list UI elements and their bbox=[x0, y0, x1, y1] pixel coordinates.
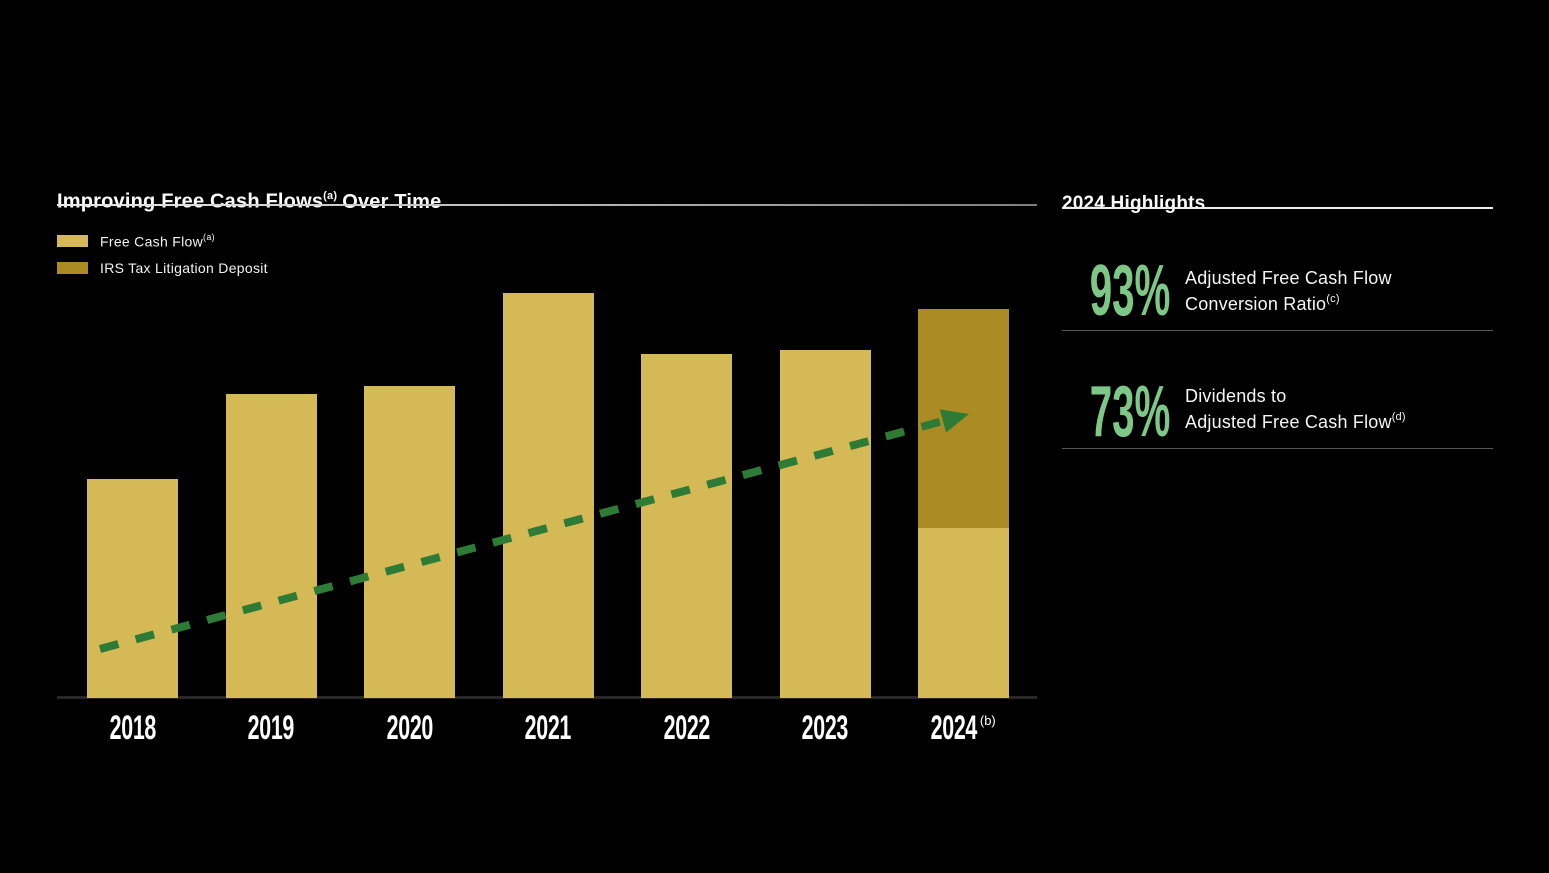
highlights-separator-1 bbox=[1062, 330, 1493, 331]
bar-2024-segment bbox=[918, 527, 1009, 698]
bar-2023-segment bbox=[779, 349, 871, 698]
legend-label-irs-deposit: IRS Tax Litigation Deposit bbox=[100, 260, 268, 276]
highlight-value-dividends: 73% bbox=[1083, 375, 1177, 449]
legend-item-irs-deposit: IRS Tax Litigation Deposit bbox=[57, 260, 268, 276]
highlight-desc-line: Adjusted Free Cash Flow bbox=[1185, 268, 1392, 288]
legend-swatch-free-cash-flow bbox=[57, 235, 88, 247]
x-axis-label-2020: 2020 bbox=[386, 709, 433, 747]
highlight-desc-line: Adjusted Free Cash Flow(d) bbox=[1185, 411, 1406, 432]
highlight-percent-93: 93% bbox=[1089, 251, 1171, 331]
highlight-percent-73: 73% bbox=[1089, 372, 1171, 452]
x-axis-label-2022: 2022 bbox=[663, 709, 710, 747]
x-axis-footnote-b: (b) bbox=[979, 713, 996, 728]
chart-title: Improving Free Cash Flows(a) Over Time bbox=[57, 184, 441, 215]
x-axis-label-2018: 2018 bbox=[109, 709, 156, 747]
highlights-underline bbox=[1062, 207, 1493, 209]
highlight-desc-conversion: Adjusted Free Cash Flow Conversion Ratio… bbox=[1185, 267, 1392, 315]
x-axis-label-2023: 2023 bbox=[801, 709, 849, 747]
chart-title-underline bbox=[57, 204, 1037, 206]
footnote-d: (d) bbox=[1391, 411, 1406, 423]
chart-title-footnote-a: (a) bbox=[323, 190, 338, 203]
legend-item-free-cash-flow: Free Cash Flow(a) bbox=[57, 231, 215, 250]
bar-2018-segment bbox=[87, 479, 178, 698]
bar-2020-segment bbox=[364, 386, 455, 698]
x-axis-label-2021: 2021 bbox=[524, 709, 572, 747]
highlight-desc-line: Conversion Ratio(c) bbox=[1185, 293, 1340, 314]
x-axis-label-2024: 2024 (b) bbox=[930, 709, 996, 747]
chart-title-part2: Over Time bbox=[342, 191, 442, 214]
bar-2021-segment bbox=[502, 293, 594, 698]
legend-swatch-irs-deposit bbox=[57, 262, 88, 274]
chart-title-part1: Improving Free Cash Flows bbox=[57, 191, 324, 214]
bar-2022-segment bbox=[641, 353, 732, 698]
bar-2024-deposit-segment bbox=[918, 309, 1009, 528]
x-axis-label-2019: 2019 bbox=[247, 709, 295, 747]
legend-footnote-a: (a) bbox=[203, 231, 215, 242]
footnote-c: (c) bbox=[1326, 293, 1340, 305]
highlight-value-conversion: 93% bbox=[1083, 254, 1177, 328]
highlights-title: 2024 Highlights bbox=[1062, 192, 1206, 214]
highlights-separator-2 bbox=[1062, 448, 1493, 449]
highlight-desc-dividends: Dividends to Adjusted Free Cash Flow(d) bbox=[1185, 385, 1406, 433]
legend-label-free-cash-flow: Free Cash Flow(a) bbox=[100, 231, 215, 250]
bar-2019-segment bbox=[225, 394, 317, 698]
highlight-desc-line: Dividends to bbox=[1185, 386, 1287, 406]
